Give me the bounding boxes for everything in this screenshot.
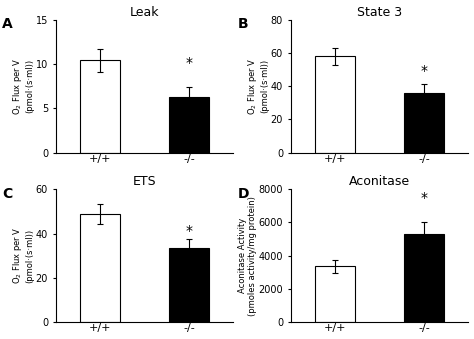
Title: ETS: ETS (133, 175, 156, 188)
Text: *: * (185, 56, 192, 70)
Bar (315, 56, 355, 153)
Title: State 3: State 3 (357, 5, 402, 19)
Text: *: * (420, 64, 428, 78)
Text: *: * (185, 224, 192, 238)
Text: *: * (420, 191, 428, 205)
Bar (169, 248, 209, 322)
Bar (404, 93, 444, 153)
Bar (315, 266, 355, 322)
Text: B: B (237, 17, 248, 31)
Text: A: A (2, 17, 13, 31)
Y-axis label: Aconitase Activity
(pmoles activity/mg protein): Aconitase Activity (pmoles activity/mg p… (237, 196, 257, 316)
Title: Leak: Leak (130, 5, 159, 19)
Text: C: C (2, 186, 13, 201)
Y-axis label: O$_2$ Flux per V
(pmol·(s·ml)): O$_2$ Flux per V (pmol·(s·ml)) (11, 227, 34, 284)
Y-axis label: O$_2$ Flux per V
(pmol·(s·ml)): O$_2$ Flux per V (pmol·(s·ml)) (246, 57, 269, 115)
Bar (80, 60, 120, 153)
Title: Aconitase: Aconitase (349, 175, 410, 188)
Bar (169, 97, 209, 153)
Text: D: D (237, 186, 249, 201)
Bar (404, 234, 444, 322)
Bar (80, 214, 120, 322)
Y-axis label: O$_2$ Flux per V
(pmol·(s·ml)): O$_2$ Flux per V (pmol·(s·ml)) (11, 57, 34, 115)
